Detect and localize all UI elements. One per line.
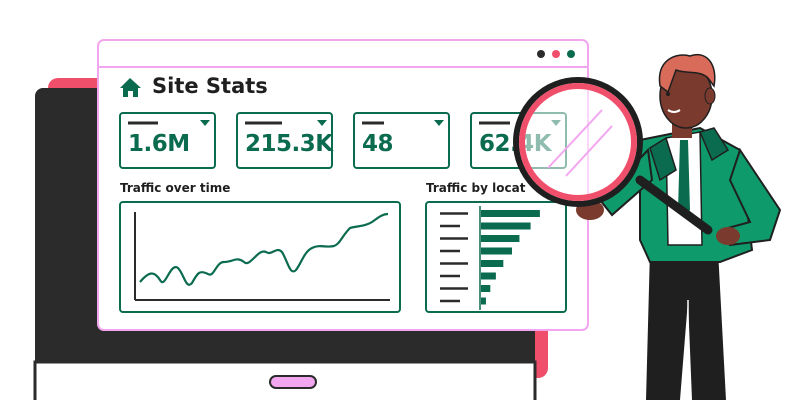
window-dot-dark[interactable] bbox=[537, 50, 545, 58]
stat-value-1: 1.6M bbox=[128, 131, 190, 157]
stat-card-1[interactable] bbox=[119, 112, 216, 169]
traffic-location-label: Traffic by location bbox=[426, 181, 526, 195]
chevron-down-icon bbox=[317, 120, 327, 126]
traffic-time-label: Traffic over time bbox=[120, 181, 231, 195]
location-bar bbox=[481, 247, 512, 255]
location-bar bbox=[481, 272, 496, 280]
person-trousers bbox=[646, 250, 726, 400]
stat-card-3[interactable] bbox=[353, 112, 450, 169]
traffic-location-panel bbox=[425, 201, 567, 313]
chevron-down-icon bbox=[434, 120, 444, 126]
window-dot-red[interactable] bbox=[552, 50, 560, 58]
magnifier-lens bbox=[513, 77, 643, 207]
location-bar bbox=[481, 285, 491, 292]
person-hair bbox=[658, 53, 716, 94]
stat-value-2: 215.3K bbox=[245, 131, 333, 157]
magnifier-handle bbox=[635, 175, 713, 235]
person-hand-right bbox=[716, 227, 740, 245]
location-bars bbox=[481, 210, 540, 305]
stat-value-3: 48 bbox=[362, 131, 394, 157]
location-bar bbox=[481, 297, 486, 305]
window-dot-green[interactable] bbox=[567, 50, 575, 58]
trackpad bbox=[269, 375, 317, 389]
stat-card-2[interactable] bbox=[236, 112, 333, 169]
person-tie bbox=[678, 140, 690, 218]
location-bar bbox=[481, 235, 520, 242]
traffic-line bbox=[139, 212, 389, 286]
location-bar bbox=[481, 260, 504, 267]
location-bar bbox=[481, 210, 540, 217]
page-title: Site Stats bbox=[152, 74, 268, 98]
chevron-down-icon bbox=[200, 120, 210, 126]
home-icon[interactable] bbox=[120, 78, 141, 97]
location-bar bbox=[481, 222, 531, 230]
location-labels bbox=[440, 212, 468, 303]
